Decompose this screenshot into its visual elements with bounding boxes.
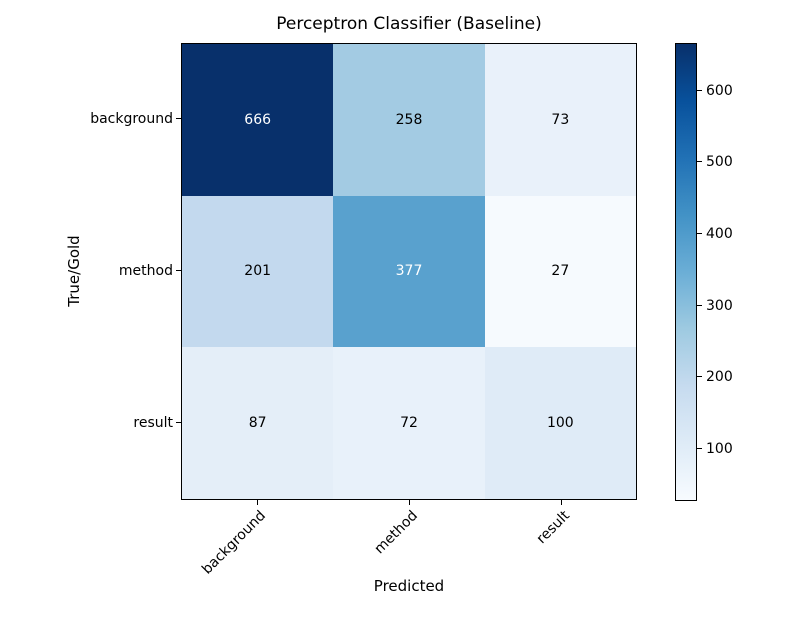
cell-value: 100 [546, 415, 574, 432]
y-tick-label: background [90, 111, 173, 127]
colorbar-tick-label: 300 [706, 298, 733, 314]
cell-value: 201 [244, 263, 272, 280]
heatmap-axes: 666 258 73 201 377 27 87 72 100 [181, 43, 637, 500]
colorbar-tick-mark [697, 448, 702, 449]
heatmap-cell-r0c0: 666 [182, 44, 334, 196]
cell-value: 72 [400, 415, 418, 432]
x-tick-label: background [199, 507, 270, 578]
cell-value: 258 [395, 111, 423, 128]
colorbar-gradient [675, 43, 697, 501]
colorbar-tick-mark [697, 233, 702, 234]
colorbar-tick-label: 500 [706, 154, 733, 170]
cell-value: 87 [248, 415, 267, 432]
colorbar-tick-label: 600 [706, 83, 733, 99]
x-tick-label: method [371, 507, 422, 558]
y-tick-label: method [118, 263, 173, 279]
chart-title: Perceptron Classifier (Baseline) [276, 14, 542, 34]
x-tick-mark [257, 500, 258, 505]
heatmap-cell-r0c2: 73 [484, 44, 636, 196]
heatmap-cell-r2c0: 87 [182, 347, 334, 499]
colorbar-tick-label: 100 [706, 441, 733, 457]
x-axis-title: Predicted [373, 577, 445, 595]
cell-value: 27 [551, 263, 570, 280]
colorbar-tick-mark [697, 161, 702, 162]
heatmap-cell-r2c2: 100 [484, 347, 636, 499]
x-tick-label: result [533, 507, 574, 548]
heatmap-cell-r1c0: 201 [182, 195, 334, 348]
heatmap-cell-r2c1: 72 [333, 347, 485, 499]
colorbar-tick-mark [697, 305, 702, 306]
colorbar-tick-mark [697, 376, 702, 377]
confusion-matrix-figure: Perceptron Classifier (Baseline) 666 258… [65, 14, 733, 595]
x-tick-mark [561, 500, 562, 505]
cell-value: 666 [244, 111, 272, 128]
colorbar-tick-label: 400 [706, 226, 733, 242]
colorbar-tick-mark [697, 90, 702, 91]
cell-value: 377 [395, 263, 423, 280]
y-tick-mark [176, 118, 181, 119]
heatmap-cell-r1c1: 377 [333, 195, 485, 348]
y-tick-label: result [133, 415, 173, 431]
x-tick-mark [409, 500, 410, 505]
cell-value: 73 [551, 111, 570, 128]
y-axis-title: True/Gold [65, 235, 83, 307]
y-tick-mark [176, 422, 181, 423]
heatmap-cell-r0c1: 258 [333, 44, 485, 196]
colorbar-tick-label: 200 [706, 369, 733, 385]
y-tick-mark [176, 270, 181, 271]
heatmap-cell-r1c2: 27 [484, 195, 636, 348]
